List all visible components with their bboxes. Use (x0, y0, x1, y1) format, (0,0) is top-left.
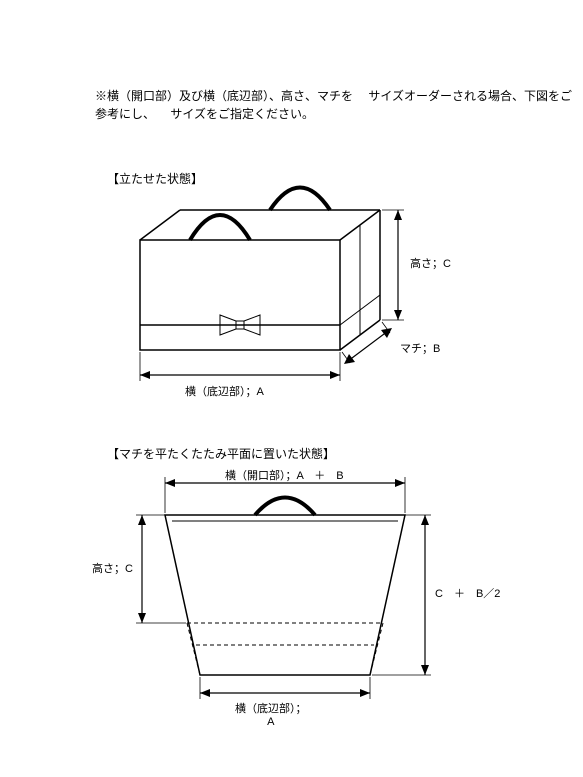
label-height-c: 高さ；C (410, 255, 451, 271)
label-width-opening-ab: 横（開口部）；A ＋ B (225, 467, 344, 483)
label-c-plus-b2: C ＋ B／2 (435, 585, 500, 601)
label-width-bottom-a2: 横（底辺部）； A (235, 700, 307, 728)
diagram-flat-bag (110, 465, 460, 715)
label-width-bottom-a: 横（底辺部）；A (185, 383, 264, 399)
label-height-c2: 高さ；C (92, 560, 133, 576)
diagram-standing-bag (120, 180, 440, 400)
label-machi-b: マチ；B (400, 340, 440, 356)
intro-note: ※横（開口部）及び横（底辺部）、高さ、マチを サイズオーダーされる場合、下図をご… (95, 87, 583, 123)
section-2-title: 【マチを平たくたたみ平面に置いた状態】 (107, 445, 335, 462)
